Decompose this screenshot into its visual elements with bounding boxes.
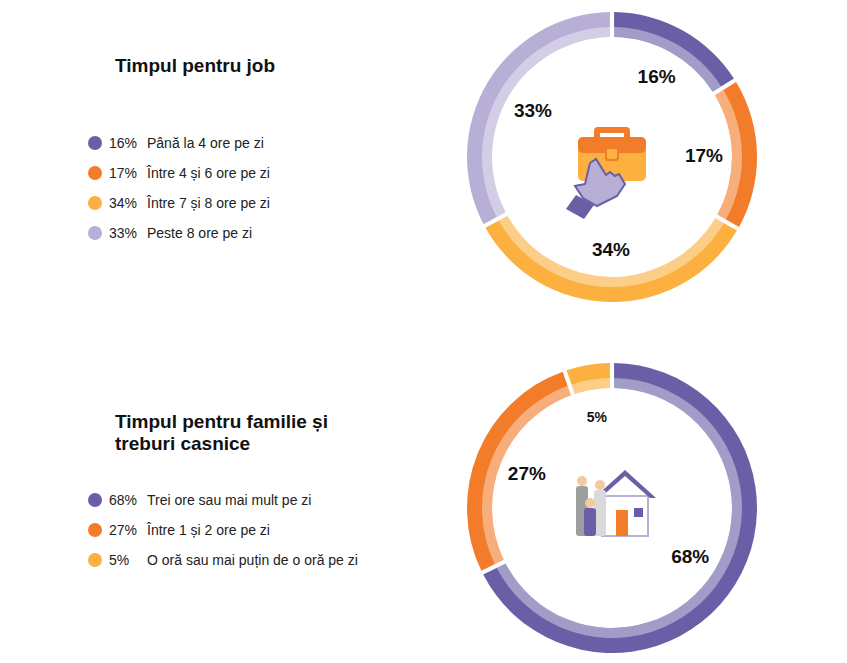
slice-shade xyxy=(614,27,721,92)
chart-title: Timpul pentru familie șitreburi casnice xyxy=(115,411,328,454)
legend-value: 33% xyxy=(109,225,137,241)
slices xyxy=(467,12,757,302)
legend-value: 27% xyxy=(109,522,137,538)
data-label: 27% xyxy=(508,463,546,484)
icon-person xyxy=(585,498,595,508)
legend: 16% Până la 4 ore pe zi 17% Între 4 și 6 or… xyxy=(88,135,270,241)
data-label: 33% xyxy=(514,100,552,121)
slice-shade xyxy=(571,378,610,394)
slice xyxy=(485,216,737,302)
data-label: 17% xyxy=(685,145,723,166)
icon-briefcase xyxy=(566,127,646,219)
icon-person xyxy=(584,508,596,536)
chart-panel: Timpul pentru familie șitreburi casnice 6… xyxy=(88,363,757,653)
data-label: 5% xyxy=(587,409,608,425)
icon-sleeve xyxy=(566,195,594,219)
legend-value: 68% xyxy=(109,492,137,508)
legend-label: Între 4 și 6 ore pe zi xyxy=(146,165,270,181)
legend-label: Trei ore sau mai mult pe zi xyxy=(147,492,311,508)
chart-title: Timpul pentru job xyxy=(115,55,275,76)
data-labels: 16% 17% 34% 33% xyxy=(514,66,723,259)
legend-swatch xyxy=(88,166,102,180)
legend-swatch xyxy=(88,196,102,210)
data-label: 16% xyxy=(638,66,676,87)
legend-swatch xyxy=(88,136,102,150)
slice-shade xyxy=(499,216,724,287)
icon-house xyxy=(576,470,656,536)
legend-swatch xyxy=(88,553,102,567)
donut: 16% 17% 34% 33% xyxy=(467,12,757,302)
title-line: treburi casnice xyxy=(115,433,250,454)
icon-part xyxy=(616,510,628,536)
title-line: Timpul pentru familie și xyxy=(115,411,328,432)
legend-label: Între 1 și 2 ore pe zi xyxy=(146,522,270,538)
chart-panel: Timpul pentru job16%Până la 4 ore pe zi1… xyxy=(88,12,757,302)
legend-label: Peste 8 ore pe zi xyxy=(147,225,252,241)
legend-label: O oră sau mai puțin de o oră pe zi xyxy=(147,552,358,568)
data-label: 34% xyxy=(592,239,630,260)
legend: 68% Trei ore sau mai mult pe zi 27% Între 1… xyxy=(88,492,358,568)
slice xyxy=(614,12,734,92)
legend-label: Până la 4 ore pe zi xyxy=(147,135,264,151)
chart-root: Timpul pentru job16%Până la 4 ore pe zi1… xyxy=(0,0,847,663)
icon-part xyxy=(602,496,648,536)
legend-value: 5% xyxy=(109,552,129,568)
slices xyxy=(467,363,757,653)
legend-swatch xyxy=(88,523,102,537)
legend-swatch xyxy=(88,493,102,507)
legend-label: Între 7 și 8 ore pe zi xyxy=(146,195,270,211)
slice-shade xyxy=(482,386,571,564)
icon-person xyxy=(577,476,587,486)
legend-value: 34% xyxy=(109,195,137,211)
slice xyxy=(567,363,610,394)
data-label: 68% xyxy=(671,546,709,567)
icon-part xyxy=(594,127,630,137)
data-labels: 68% 27% 5% xyxy=(508,409,710,567)
title-line: Timpul pentru job xyxy=(115,55,275,76)
legend-value: 16% xyxy=(109,135,137,151)
icon-part xyxy=(606,148,618,160)
icon-person xyxy=(595,480,605,490)
icon-part xyxy=(634,508,643,517)
legend-value: 17% xyxy=(109,165,137,181)
slice xyxy=(467,372,571,571)
donut: 68% 27% 5% xyxy=(467,363,757,653)
legend-swatch xyxy=(88,226,102,240)
chart-svg: Timpul pentru job16%Până la 4 ore pe zi1… xyxy=(0,0,847,663)
